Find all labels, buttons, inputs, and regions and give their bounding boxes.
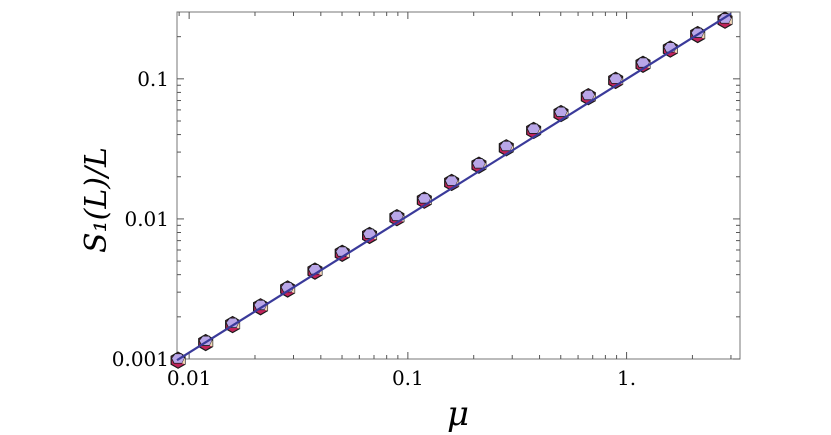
marker-face xyxy=(553,106,568,117)
data-point xyxy=(416,191,432,209)
x-tick-label: 1. xyxy=(617,366,636,390)
marker-face xyxy=(471,158,486,169)
marker-highlight xyxy=(264,304,268,311)
marker-face xyxy=(499,140,514,152)
marker-face xyxy=(444,175,459,186)
y-axis-label: S₁(L)/L xyxy=(79,147,114,253)
y-tick-label: 0.1 xyxy=(137,67,169,91)
x-tick-label: 0.1 xyxy=(392,366,424,390)
fit-line xyxy=(176,12,732,362)
marker-face xyxy=(526,123,541,134)
data-point xyxy=(225,315,241,334)
data-point xyxy=(635,55,651,73)
data-point xyxy=(471,156,487,174)
marker-highlight xyxy=(182,358,185,365)
axis-ticks xyxy=(177,12,740,360)
x-axis-label: μ xyxy=(447,394,469,434)
marker-face xyxy=(581,89,596,101)
marker-highlight xyxy=(291,287,295,293)
y-tick-label: 0.001 xyxy=(112,347,169,371)
marker-highlight xyxy=(701,32,705,39)
plot-frame xyxy=(176,11,741,360)
marker-highlight xyxy=(209,340,213,347)
x-tick-label: 0.01 xyxy=(167,366,212,390)
marker-highlight xyxy=(729,18,732,25)
data-point xyxy=(362,226,378,245)
series-layer xyxy=(170,11,733,369)
y-tick-label: 0.01 xyxy=(124,207,169,231)
marker-highlight xyxy=(236,322,240,329)
